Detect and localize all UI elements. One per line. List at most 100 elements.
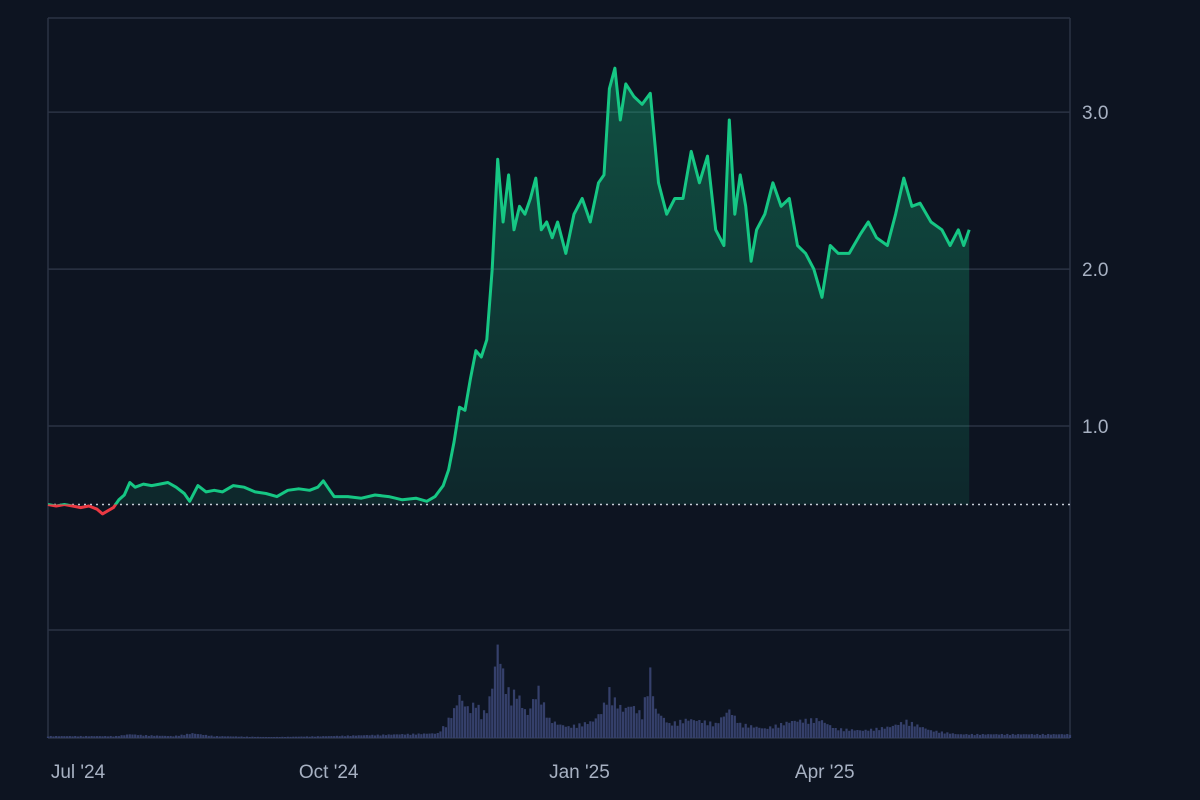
volume-bar	[766, 728, 769, 738]
volume-bar	[308, 736, 311, 738]
volume-bar	[232, 736, 235, 738]
volume-bar	[1014, 734, 1017, 738]
volume-bar	[123, 735, 126, 738]
x-tick-label: Apr '25	[795, 762, 855, 783]
volume-bar	[649, 667, 652, 738]
volume-bar	[711, 726, 715, 738]
volume-bar	[136, 735, 140, 738]
volume-bar	[477, 704, 480, 738]
volume-bar	[643, 697, 646, 738]
volume-bar	[619, 704, 622, 738]
volume-bar	[984, 734, 987, 738]
volume-bar	[183, 735, 186, 738]
volume-bar	[730, 715, 734, 738]
volume-bar	[534, 699, 537, 738]
volume-bar	[85, 735, 88, 738]
volume-bar	[570, 727, 573, 738]
volume-bar	[668, 723, 671, 738]
volume-bar	[812, 722, 815, 738]
volume-bar	[393, 734, 396, 738]
volume-bar	[95, 736, 99, 738]
volume-bar	[948, 733, 952, 738]
volume-bar	[616, 708, 619, 738]
volume-bar	[74, 735, 77, 738]
volume-bar	[551, 723, 554, 738]
volume-bar	[788, 722, 791, 738]
volume-bar	[155, 735, 159, 738]
x-tick-label: Oct '24	[299, 762, 359, 783]
volume-bar	[567, 726, 570, 738]
volume-bar	[104, 736, 107, 738]
volume-bar	[927, 729, 930, 738]
volume-bar	[992, 734, 995, 738]
volume-bar	[251, 736, 254, 738]
volume-bar	[357, 735, 360, 738]
price-line-up	[48, 66, 971, 505]
volume-bar	[809, 718, 813, 738]
volume-bar	[542, 702, 546, 738]
volume-bar	[845, 728, 848, 738]
volume-bar	[826, 724, 829, 738]
volume-bar	[343, 736, 347, 738]
volume-bar	[1049, 734, 1053, 738]
volume-bar	[965, 734, 968, 738]
x-axis: Jul '24 Oct '24 Jan '25 Apr '25	[51, 762, 855, 783]
volume-bar	[319, 736, 322, 738]
volume-bar	[224, 736, 227, 738]
volume-bar	[989, 734, 993, 738]
volume-bar	[395, 734, 398, 738]
volume-bar	[442, 726, 445, 738]
volume-bar	[1011, 733, 1014, 738]
volume-bar	[998, 734, 1001, 738]
volume-bar	[98, 736, 101, 738]
volume-bar	[281, 736, 284, 738]
volume-bar	[1006, 733, 1009, 738]
volume-bar	[657, 713, 660, 738]
volume-bar	[769, 726, 772, 738]
volume-bar	[324, 736, 328, 738]
volume-bar	[284, 736, 287, 738]
volume-bar	[68, 736, 71, 738]
volume-bar	[981, 733, 984, 738]
volume-bar	[354, 735, 358, 738]
volume-bar	[1033, 734, 1036, 738]
volume-bar	[641, 719, 644, 738]
volume-bar	[341, 735, 344, 738]
volume-bar	[575, 727, 578, 738]
volume-bar	[698, 720, 701, 738]
volume-bar	[496, 644, 499, 738]
volume-bar	[695, 721, 698, 738]
volume-bar	[262, 736, 265, 738]
volume-bar	[327, 736, 330, 738]
volume-bar	[164, 735, 167, 738]
volume-bar	[1036, 733, 1039, 738]
volume-bar	[311, 736, 314, 738]
volume-bar	[679, 719, 682, 738]
volume-bar	[755, 726, 758, 738]
volume-bar	[480, 719, 483, 738]
volume-bar	[76, 736, 80, 738]
volume-bar	[1025, 734, 1028, 738]
volume-bar	[687, 720, 690, 738]
price-area	[115, 68, 970, 505]
volume-bar	[169, 735, 172, 738]
volume-bar	[161, 735, 164, 738]
volume-bar	[303, 736, 306, 738]
y-axis: 1.0 2.0 3.0	[1082, 103, 1108, 438]
volume-bar	[49, 735, 52, 738]
volume-bar	[292, 736, 295, 738]
volume-bar	[526, 714, 529, 738]
volume-bar	[153, 735, 156, 738]
volume-bar	[959, 734, 963, 738]
volume-bar	[131, 734, 134, 738]
volume-bar	[259, 736, 262, 738]
volume-bar	[602, 702, 606, 738]
volume-bar	[1047, 733, 1050, 738]
volume-bar	[1003, 734, 1006, 738]
volume-bar	[739, 722, 742, 738]
volume-bar	[777, 727, 780, 738]
volume-bar	[891, 725, 894, 738]
volume-bar	[676, 725, 679, 738]
volume-bar	[379, 735, 382, 738]
volume-bar	[112, 736, 115, 738]
